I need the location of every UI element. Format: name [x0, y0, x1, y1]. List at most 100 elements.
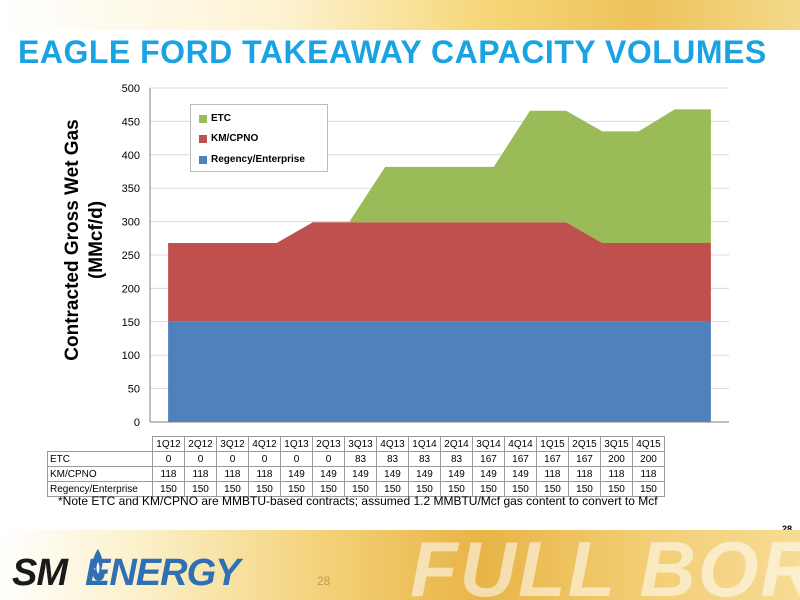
- table-value-cell: 149: [312, 466, 345, 482]
- table-row: KM/CPNO 118 118 118 118 149 149 149 149 149 149 149…: [47, 466, 665, 482]
- area-series-etc: [168, 109, 711, 243]
- y-tick-label: 450: [122, 116, 140, 128]
- table-value-cell: 167: [472, 451, 505, 467]
- y-axis-label: Contracted Gross Wet Gas (MMcf/d): [61, 119, 109, 360]
- table-value-cell: 118: [216, 466, 249, 482]
- table-value-cell: 0: [312, 451, 345, 467]
- table-value-cell: 118: [600, 466, 633, 482]
- table-value-cell: 150: [472, 481, 505, 497]
- y-tick-label: 200: [122, 283, 140, 295]
- legend-label-etc: ETC: [211, 113, 231, 124]
- footer-brand-text: FULL BORE: [410, 530, 800, 600]
- y-tick-label: 250: [122, 250, 140, 262]
- table-value-cell: 118: [568, 466, 601, 482]
- y-tick-label: 150: [122, 317, 140, 329]
- footer-band: FULL BORE: [0, 530, 800, 600]
- y-axis-label-line-2: (MMcf/d): [86, 200, 107, 280]
- x-category-label: 1Q14: [408, 436, 441, 452]
- table-value-cell: 118: [632, 466, 665, 482]
- footnote: *Note ETC and KM/CPNO are MMBTU-based co…: [58, 494, 658, 508]
- area-series-km-cpno: [168, 222, 711, 322]
- table-value-cell: 167: [568, 451, 601, 467]
- table-value-cell: 150: [376, 481, 409, 497]
- page-number: 28: [781, 524, 792, 534]
- table-value-cell: 150: [632, 481, 665, 497]
- table-value-cell: 83: [440, 451, 473, 467]
- legend-item-etc: ETC: [199, 113, 231, 124]
- flame-icon: [92, 549, 105, 581]
- x-category-label: 4Q15: [632, 436, 665, 452]
- table-value-cell: 118: [152, 466, 185, 482]
- area-series-regency-enterprise: [168, 321, 711, 422]
- table-value-cell: 0: [184, 451, 217, 467]
- table-value-cell: 149: [376, 466, 409, 482]
- table-value-cell: 118: [536, 466, 569, 482]
- table-header-row: 1Q12 2Q12 3Q12 4Q12 1Q13 2Q13 3Q13 4Q13 1Q14 2Q14…: [48, 436, 665, 452]
- x-category-label: 2Q14: [440, 436, 473, 452]
- table-value-cell: 167: [536, 451, 569, 467]
- table-value-cell: 150: [504, 481, 537, 497]
- table-value-cell: 83: [408, 451, 441, 467]
- table-value-cell: 0: [216, 451, 249, 467]
- legend-item-km-cpno: KM/CPNO: [199, 133, 258, 144]
- table-value-cell: 167: [504, 451, 537, 467]
- table-value-cell: 149: [344, 466, 377, 482]
- table-value-cell: 149: [504, 466, 537, 482]
- table-value-cell: 149: [440, 466, 473, 482]
- x-category-label: 1Q13: [280, 436, 313, 452]
- table-value-cell: 149: [408, 466, 441, 482]
- table-value-cell: 0: [248, 451, 281, 467]
- top-decorative-band: [0, 0, 800, 30]
- table-value-cell: 149: [280, 466, 313, 482]
- table-row: ETC 0 0 0 0 0 0 83 83 83 83 167 167 167 167 200 200: [47, 451, 665, 467]
- x-category-label: 1Q12: [152, 436, 185, 452]
- table-value-cell: 83: [344, 451, 377, 467]
- legend-label-regency-enterprise: Regency/Enterprise: [211, 154, 305, 165]
- logo-energy-text: ENERGY: [85, 552, 240, 594]
- table-value-cell: 200: [600, 451, 633, 467]
- y-tick-label: 100: [122, 350, 140, 362]
- chart-legend: ETC KM/CPNO Regency/Enterprise: [190, 104, 328, 172]
- footer-page-number: 28: [317, 574, 331, 588]
- legend-swatch-km-cpno: [199, 134, 207, 143]
- y-axis-label-line-1: Contracted Gross Wet Gas: [62, 119, 83, 361]
- x-category-label: 4Q14: [504, 436, 537, 452]
- y-tick-label: 400: [122, 150, 140, 162]
- logo-sm-text: SM: [12, 552, 68, 594]
- y-tick-label: 350: [122, 183, 140, 195]
- x-category-label: 2Q13: [312, 436, 345, 452]
- table-value-cell: 0: [280, 451, 313, 467]
- table-value-cell: 118: [184, 466, 217, 482]
- legend-label-km-cpno: KM/CPNO: [211, 133, 259, 144]
- x-category-label: 4Q13: [376, 436, 409, 452]
- y-tick-label: 0: [134, 417, 140, 429]
- x-category-label: 2Q12: [184, 436, 217, 452]
- table-value-cell: 118: [248, 466, 281, 482]
- x-category-label: 4Q12: [248, 436, 281, 452]
- x-category-label: 2Q15: [568, 436, 601, 452]
- legend-swatch-etc: [199, 114, 207, 123]
- table-value-cell: 200: [632, 451, 665, 467]
- table-row-label: KM/CPNO: [47, 466, 153, 482]
- legend-item-regency-enterprise: Regency/Enterprise: [199, 154, 305, 165]
- x-category-label: 3Q13: [344, 436, 377, 452]
- y-tick-label: 300: [122, 217, 140, 229]
- x-category-label: 3Q15: [600, 436, 633, 452]
- table-row: Regency/Enterprise 150 150 150 150 150 150 150 1…: [47, 481, 665, 497]
- table-value-cell: 0: [152, 451, 185, 467]
- x-category-label: 1Q15: [536, 436, 569, 452]
- table-row-label: ETC: [47, 451, 153, 467]
- legend-swatch-regency-enterprise: [199, 155, 207, 164]
- table-corner-cell: [48, 437, 153, 452]
- y-tick-label: 50: [128, 384, 140, 396]
- company-logo: SM ENERGY: [12, 552, 240, 595]
- data-table: 1Q12 2Q12 3Q12 4Q12 1Q13 2Q13 3Q13 4Q13 1Q14 2Q14…: [47, 436, 665, 497]
- x-category-label: 3Q14: [472, 436, 505, 452]
- x-category-label: 3Q12: [216, 436, 249, 452]
- table-value-cell: 149: [472, 466, 505, 482]
- y-tick-label: 500: [122, 83, 140, 95]
- slide-title: EAGLE FORD TAKEAWAY CAPACITY VOLUMES: [18, 34, 767, 70]
- table-value-cell: 83: [376, 451, 409, 467]
- table-row-label: Regency/Enterprise: [47, 481, 153, 497]
